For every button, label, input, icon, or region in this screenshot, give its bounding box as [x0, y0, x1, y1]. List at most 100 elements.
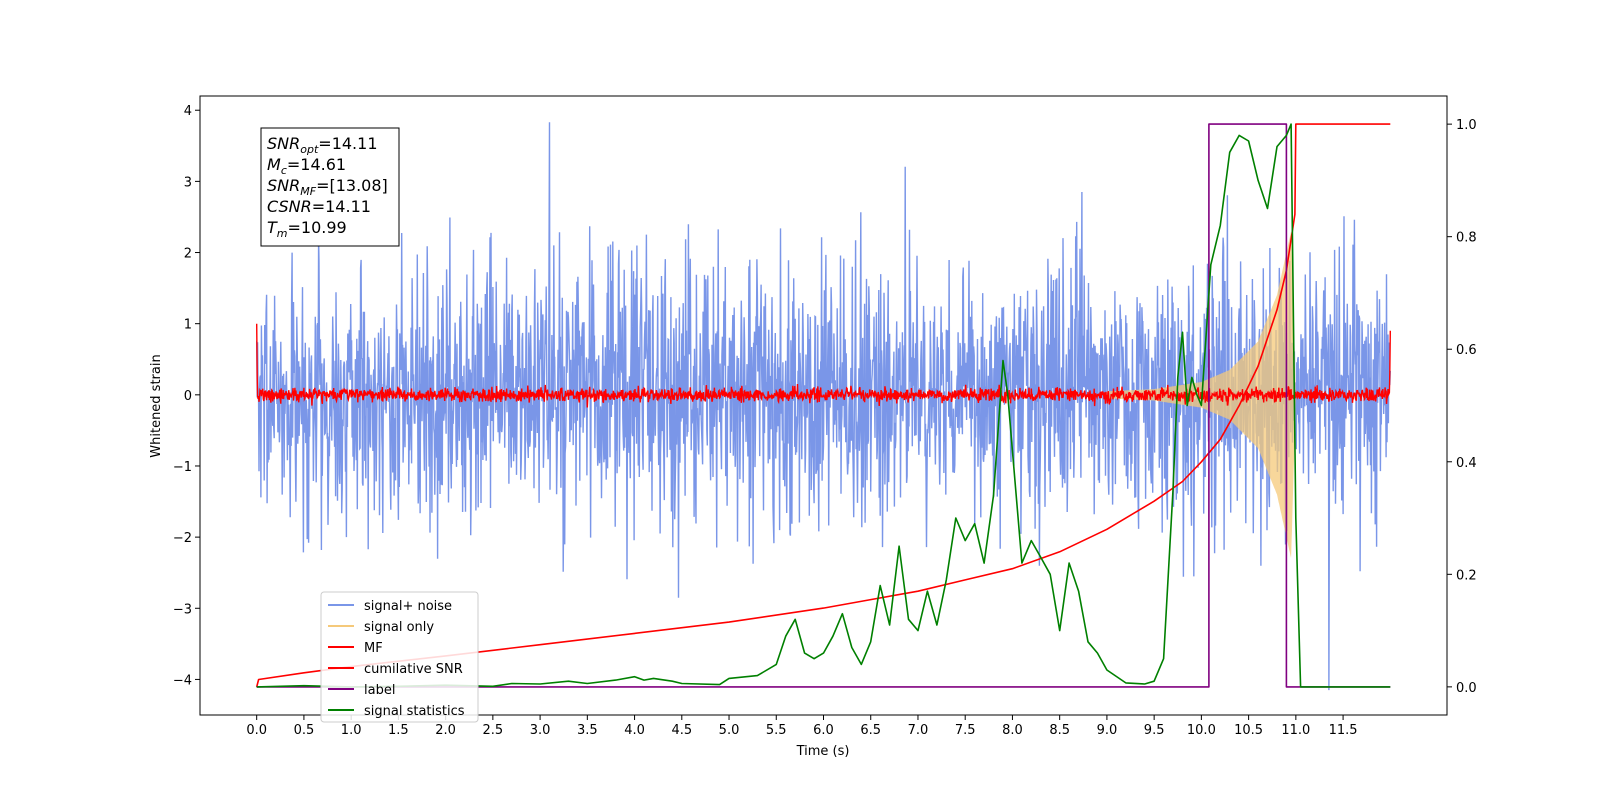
y-tick-label: −4 — [173, 673, 192, 688]
data-point — [303, 685, 305, 687]
x-tick-label: 0.0 — [246, 723, 267, 738]
y-tick-label: 2 — [184, 247, 192, 262]
data-point — [1220, 225, 1222, 227]
series-signal-noise — [256, 122, 1391, 691]
data-point — [946, 579, 948, 581]
x-tick-label: 4.5 — [671, 723, 692, 738]
series-signal-statistics — [256, 123, 1391, 688]
x-tick-label: 1.5 — [388, 723, 409, 738]
data-point — [615, 679, 617, 681]
series-label — [256, 123, 1391, 688]
data-point — [1153, 500, 1155, 502]
data-point — [1059, 630, 1061, 632]
y2-tick-label: 0.4 — [1456, 456, 1477, 471]
data-point — [1097, 652, 1099, 654]
data-point — [1290, 123, 1292, 125]
data-point — [757, 675, 759, 677]
x-tick-label: 10.0 — [1187, 723, 1216, 738]
data-point — [1068, 562, 1070, 564]
data-point — [1059, 551, 1061, 553]
data-point — [539, 644, 541, 646]
y-tick-label: 1 — [184, 318, 192, 333]
data-point — [927, 590, 929, 592]
data-point — [1257, 365, 1259, 367]
data-point — [823, 652, 825, 654]
legend-label: label — [364, 683, 395, 698]
data-point — [1153, 680, 1155, 682]
data-point — [1012, 450, 1014, 452]
data-point — [1031, 540, 1033, 542]
data-point — [1238, 405, 1240, 407]
y-axis-right: 0.0 0.2 0.4 0.6 0.8 1.0 — [1447, 118, 1477, 696]
data-point — [776, 664, 778, 666]
x-tick-label: 11.0 — [1281, 723, 1310, 738]
y2-tick-label: 1.0 — [1456, 118, 1477, 133]
data-point — [1295, 517, 1297, 519]
data-point — [634, 633, 636, 635]
data-point — [728, 678, 730, 680]
data-point — [908, 619, 910, 621]
data-point — [1208, 123, 1210, 125]
x-tick-label: 9.5 — [1144, 723, 1165, 738]
data-point — [1267, 208, 1269, 210]
x-tick-label: 6.0 — [813, 723, 834, 738]
x-tick-label: 8.5 — [1049, 723, 1070, 738]
data-point — [1295, 686, 1297, 688]
data-point — [993, 495, 995, 497]
data-point — [1196, 393, 1198, 395]
x-tick-label: 11.5 — [1329, 723, 1358, 738]
data-point — [861, 664, 863, 666]
legend-label: signal+ noise — [364, 599, 452, 614]
data-point — [1295, 123, 1297, 125]
legend-label: MF — [364, 641, 383, 656]
y2-tick-label: 0.2 — [1456, 568, 1477, 583]
data-point — [1186, 405, 1188, 407]
y2-tick-label: 0.0 — [1456, 681, 1477, 696]
annotation-value: =14.11 — [318, 134, 377, 153]
data-point — [1182, 481, 1184, 483]
data-point — [1144, 683, 1146, 685]
data-point — [1286, 135, 1288, 137]
x-axis-label: Time (s) — [796, 744, 850, 759]
data-point — [1125, 682, 1127, 684]
annotation-value: =14.11 — [312, 197, 371, 216]
data-point — [1182, 332, 1184, 334]
y-tick-label: 0 — [184, 389, 192, 404]
legend-label: cumilative SNR — [364, 662, 463, 677]
data-point — [917, 630, 919, 632]
x-tick-label: 5.0 — [719, 723, 740, 738]
y-axis-left: −4 −3 −2 −1 0 1 2 3 4 — [173, 104, 200, 688]
data-point — [804, 652, 806, 654]
y2-tick-label: 0.8 — [1456, 231, 1477, 246]
data-point — [1238, 135, 1240, 137]
data-point — [258, 679, 260, 681]
signal-noise-trace — [256, 122, 1391, 691]
data-point — [851, 647, 853, 649]
data-point — [1007, 393, 1009, 395]
x-tick-label: 3.0 — [530, 723, 551, 738]
data-point — [256, 686, 258, 688]
data-point — [1106, 669, 1108, 671]
annotation-line: SNRopt=14.11 — [267, 134, 378, 156]
data-point — [1220, 439, 1222, 441]
data-point — [303, 672, 305, 674]
data-point — [1276, 146, 1278, 148]
annotation-subscript: MF — [300, 185, 316, 198]
data-point — [1229, 152, 1231, 154]
x-axis: 0.0 0.5 1.0 1.5 2.0 2.5 3.0 3.5 4.0 4.5 5.0 5.5 6.0 6… — [246, 715, 1358, 738]
x-tick-label: 6.5 — [860, 723, 881, 738]
data-point — [964, 540, 966, 542]
data-point — [1201, 461, 1203, 463]
data-point — [1286, 686, 1288, 688]
data-point — [1078, 590, 1080, 592]
data-point — [492, 686, 494, 688]
annotation-box: SNRopt=14.11Mc=14.61SNRMF=[13.08]CSNR=14… — [260, 127, 400, 247]
data-point — [823, 607, 825, 609]
data-point — [681, 683, 683, 685]
y-tick-label: 4 — [184, 104, 192, 119]
data-point — [842, 613, 844, 615]
data-point — [983, 562, 985, 564]
annotation-symbol: SNR — [267, 134, 300, 153]
data-point — [870, 599, 872, 601]
